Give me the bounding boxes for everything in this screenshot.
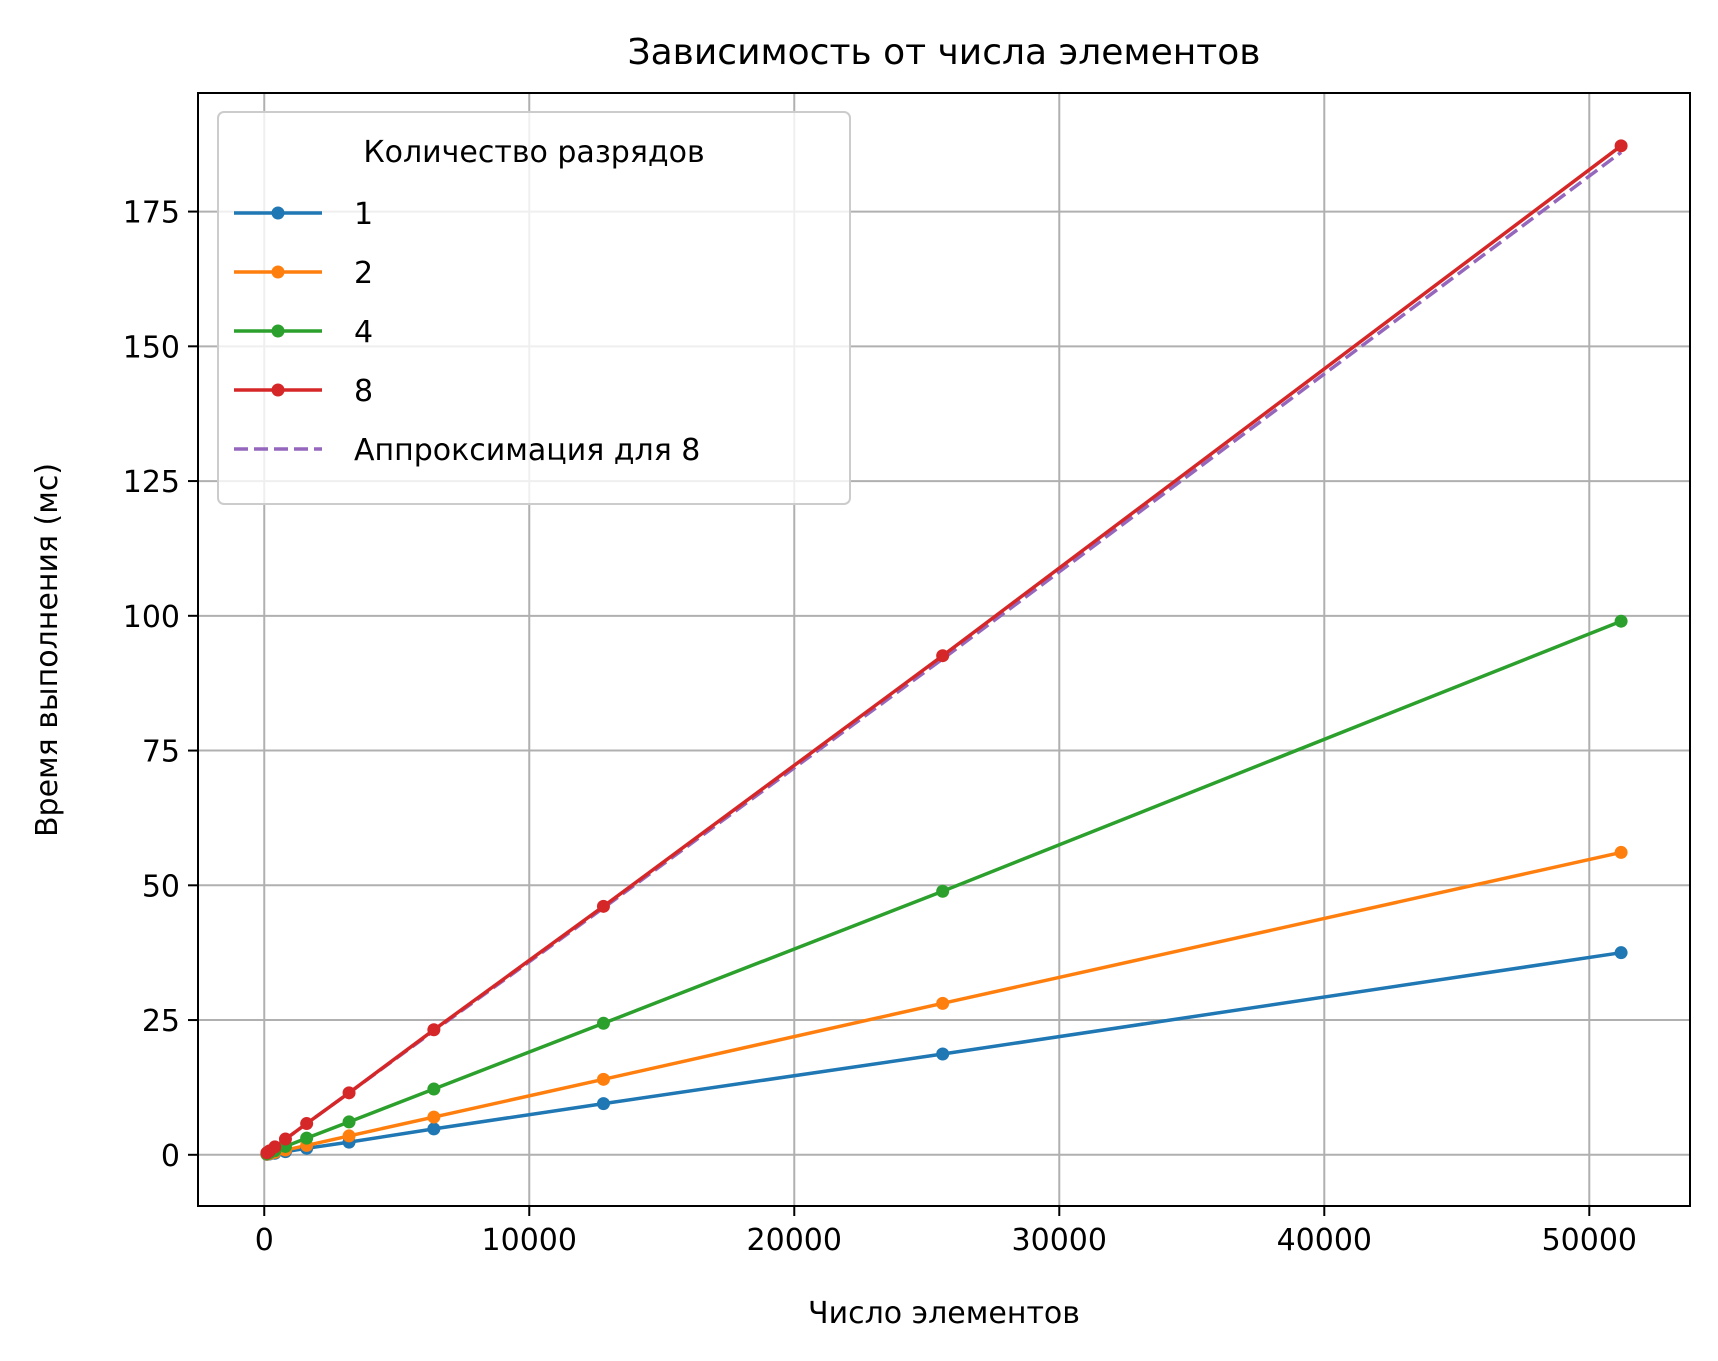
y-tick-label-4: 100 [123, 600, 180, 635]
series-1-point-5 [342, 1129, 356, 1143]
series-1-point-7 [596, 1072, 610, 1086]
series-3-point-2 [268, 1140, 282, 1154]
legend-marker-3 [271, 383, 285, 397]
series-2-point-5 [342, 1115, 356, 1129]
y-tick-label-5: 125 [123, 465, 180, 500]
legend-label-4: Аппроксимация для 8 [354, 433, 700, 468]
legend-title: Количество разрядов [363, 135, 704, 170]
legend-label-0: 1 [354, 197, 373, 232]
legend-marker-2 [271, 324, 285, 338]
series-3-point-6 [427, 1023, 441, 1037]
y-tick-label-0: 0 [161, 1139, 180, 1174]
x-axis-label: Число элементов [808, 1296, 1080, 1331]
series-3-point-9 [1614, 139, 1628, 153]
legend: Количество разрядов 1 2 4 8 Аппроксимация дл… [217, 111, 851, 505]
x-tick-label-0: 0 [255, 1223, 274, 1258]
y-tick-label-3: 75 [142, 735, 180, 770]
series-3-point-7 [596, 899, 610, 913]
x-tick-label-5: 50000 [1542, 1223, 1637, 1258]
series-0-point-6 [427, 1122, 441, 1136]
series-2-point-9 [1614, 614, 1628, 628]
chart-title: Зависимость от числа элементов [628, 32, 1261, 73]
legend-box [217, 111, 851, 505]
plot-frame [197, 92, 1691, 1207]
legend-label-3: 8 [354, 374, 373, 409]
y-tick-label-1: 25 [142, 1004, 180, 1039]
series-3-point-4 [300, 1117, 314, 1131]
series-2-point-7 [596, 1016, 610, 1030]
y-tick-label-6: 150 [123, 330, 180, 365]
y-tick-label-7: 175 [123, 196, 180, 231]
series-0-point-9 [1614, 946, 1628, 960]
series-1-point-8 [936, 996, 950, 1010]
axis-ticks: 0 10000 20000 30000 40000 50000 0 25 50 75 100 125 1… [123, 196, 1637, 1258]
series-3-point-5 [342, 1086, 356, 1100]
series-0-point-7 [596, 1097, 610, 1111]
x-tick-label-1: 10000 [482, 1223, 577, 1258]
legend-label-2: 4 [354, 315, 373, 350]
series-2-point-6 [427, 1082, 441, 1096]
series-0-point-8 [936, 1047, 950, 1061]
legend-marker-0 [271, 206, 285, 220]
x-tick-label-2: 20000 [747, 1223, 842, 1258]
x-tick-label-3: 30000 [1012, 1223, 1107, 1258]
legend-entries: 1 2 4 8 Аппроксимация для 8 [234, 197, 700, 468]
series-1-point-9 [1614, 845, 1628, 859]
series-2-point-4 [300, 1131, 314, 1145]
series-1-point-6 [427, 1110, 441, 1124]
y-tick-label-2: 50 [142, 869, 180, 904]
legend-label-1: 2 [354, 256, 373, 291]
x-tick-label-4: 40000 [1277, 1223, 1372, 1258]
series-2-point-8 [936, 884, 950, 898]
legend-marker-1 [271, 265, 285, 279]
series-3-point-3 [278, 1132, 292, 1146]
y-axis-label: Время выполнения (мс) [30, 463, 65, 837]
series-markers [260, 139, 1628, 1161]
series-3-point-8 [936, 649, 950, 663]
